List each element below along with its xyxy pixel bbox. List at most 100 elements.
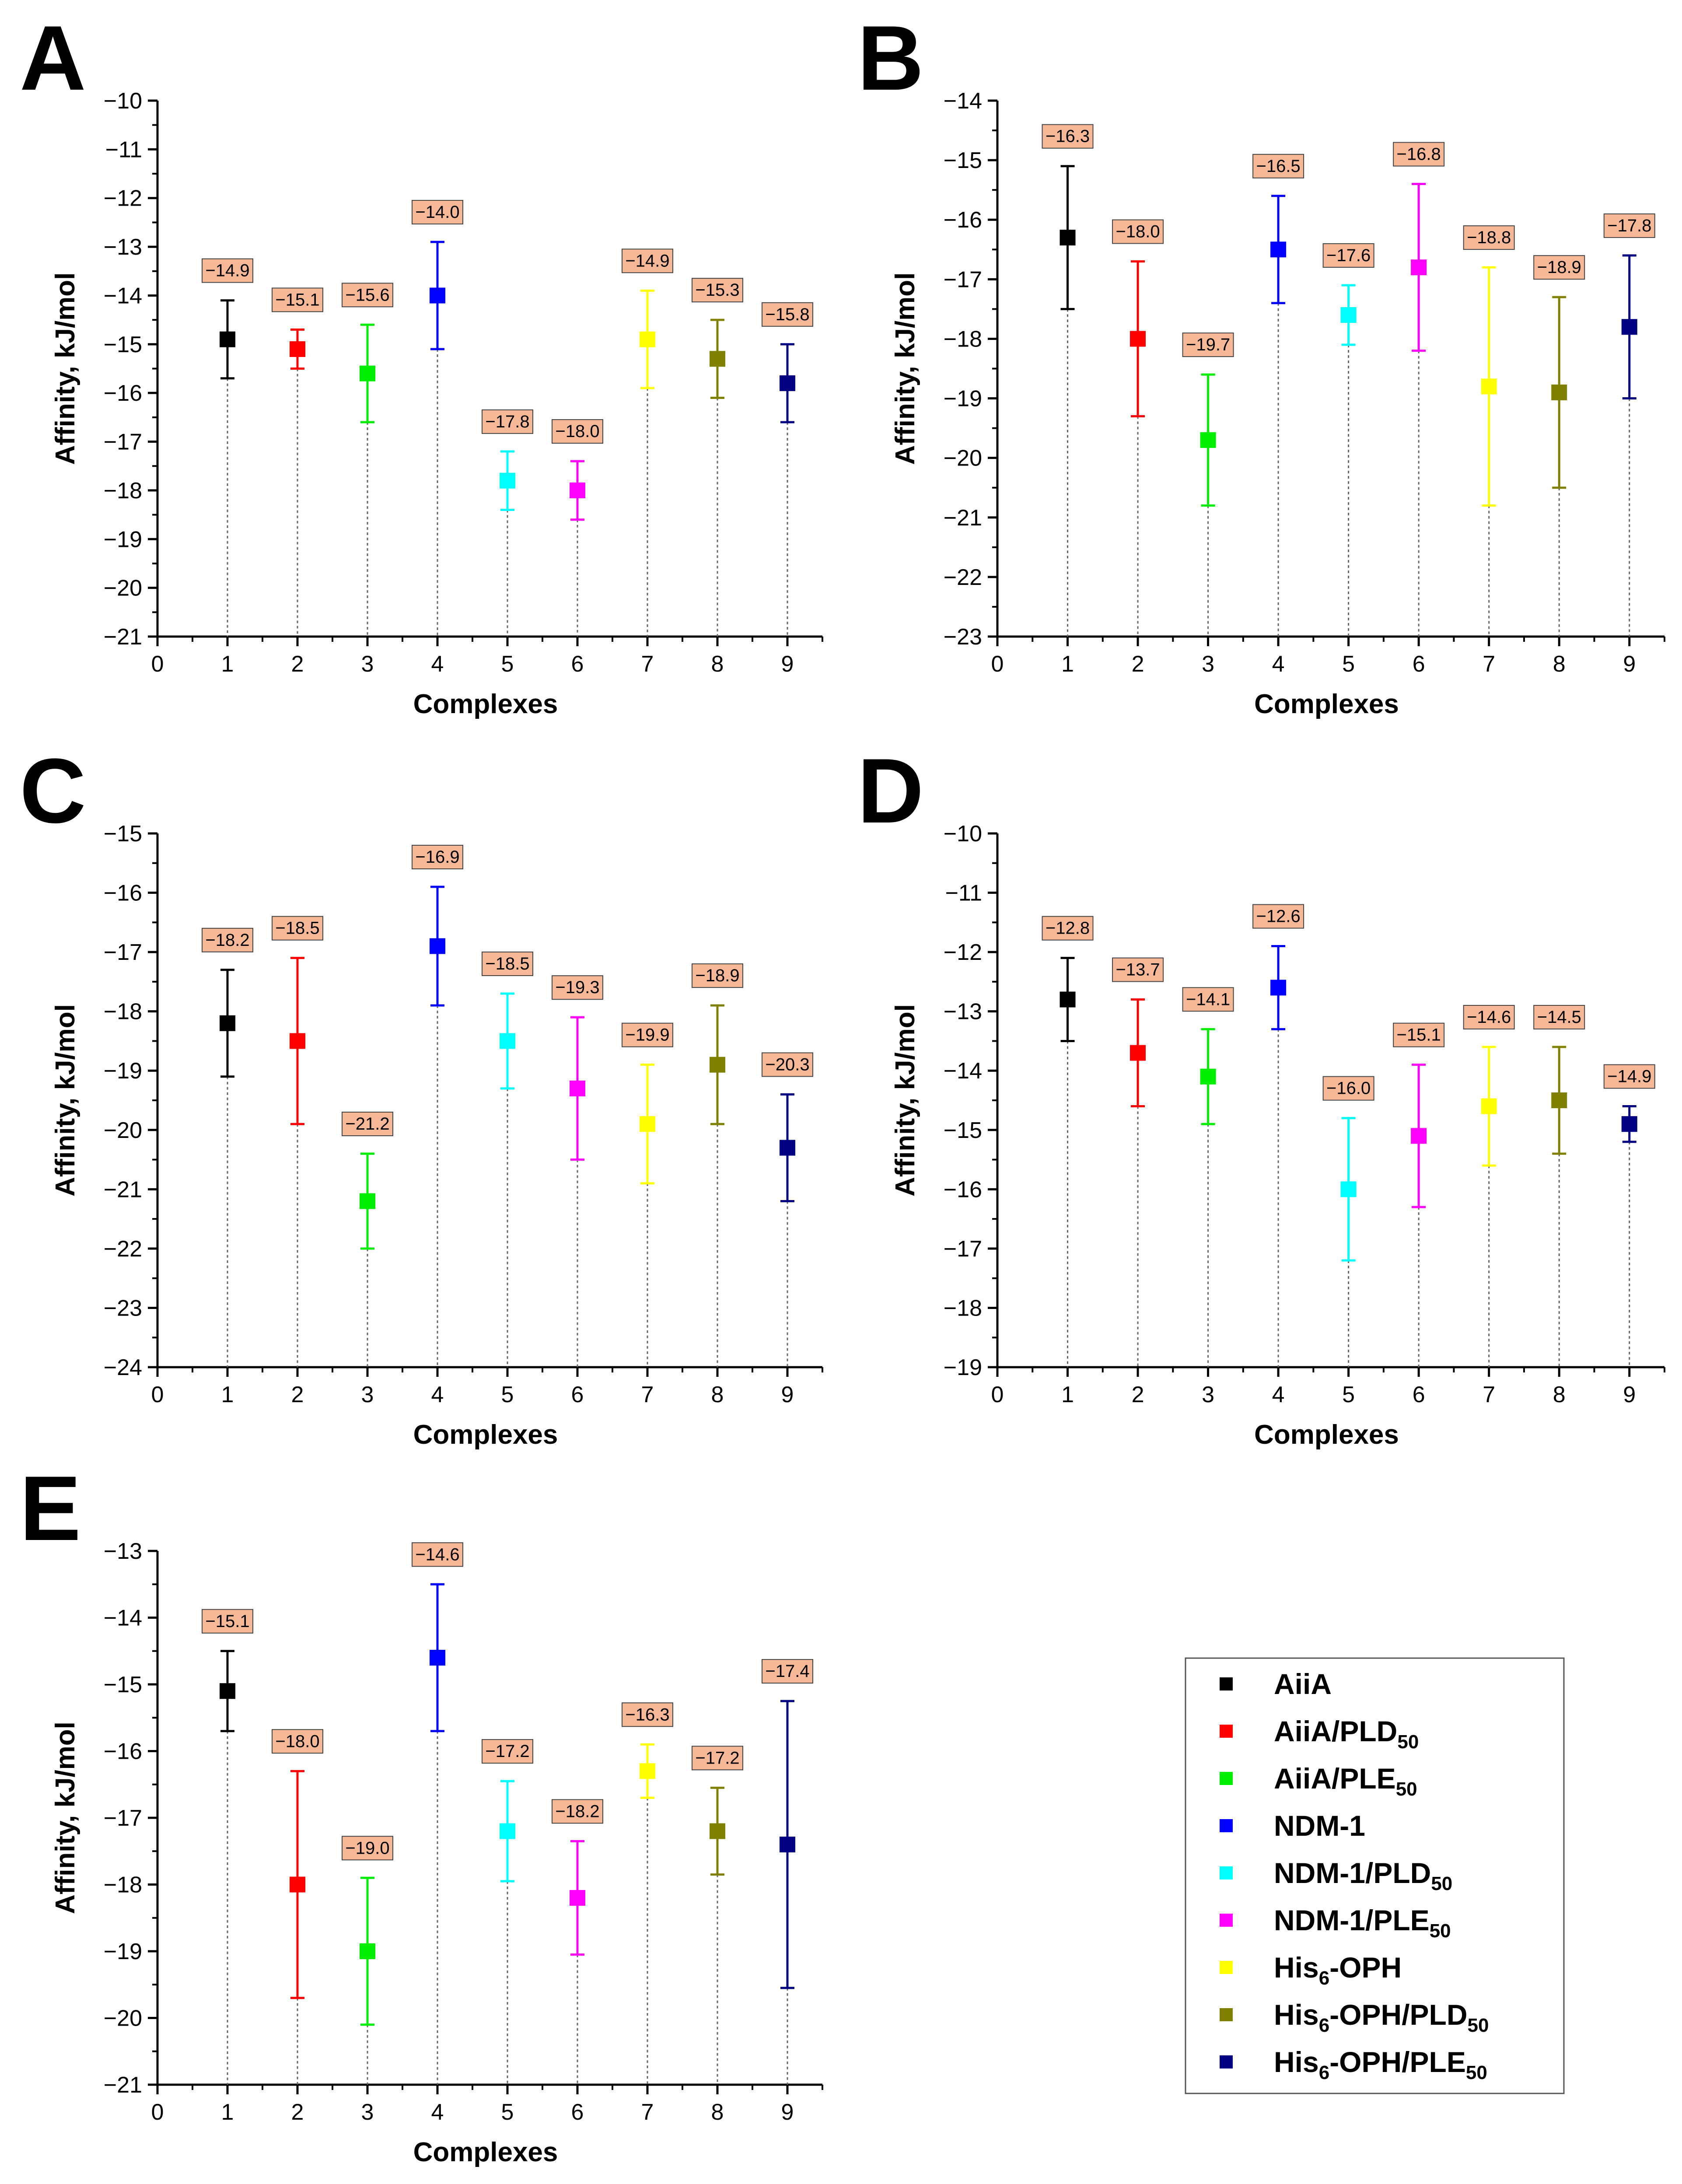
data-label-box [1182,332,1234,357]
data-point [500,1033,515,1049]
data-point [1060,991,1076,1008]
data-point [500,1823,515,1839]
y-tick-label: −23 [104,1295,142,1321]
data-point [710,1823,725,1839]
legend-item: His6-OPH [1220,1951,1402,1989]
data-label: −17.4 [765,1662,809,1681]
y-axis-title: Affinity, kJ/mol [890,1004,920,1197]
y-tick-label: −18 [104,478,142,504]
y-tick-label: −19 [944,386,982,412]
y-tick-label: −17 [104,940,142,965]
x-tick-label: 0 [151,1382,164,1407]
x-tick-label: 7 [641,651,654,677]
y-tick-label: −17 [104,1806,142,1831]
data-label-box [622,248,673,273]
x-tick-label: 3 [361,2100,374,2125]
x-tick-label: 6 [1413,1382,1425,1407]
data-label-box [342,283,393,308]
data-label-box [1393,1022,1445,1047]
data-point [1130,331,1146,347]
data-label-box [412,200,463,224]
legend-label: His6-OPH/PLD50 [1274,1998,1489,2036]
data-label-box [1252,154,1304,178]
data-label: −18.2 [555,1802,599,1821]
data-label: −17.2 [695,1748,739,1768]
y-tick-label: −13 [944,999,982,1025]
y-tick-label: −17 [104,430,142,455]
x-axis-title: Complexes [413,689,558,719]
y-axis-title: Affinity, kJ/mol [50,1004,80,1197]
legend-marker [1220,1772,1233,1785]
y-tick-label: −16 [944,207,982,233]
data-label: −15.1 [1397,1026,1441,1045]
data-label-box [1463,225,1515,250]
legend-label: His6-OPH/PLE50 [1274,2046,1487,2083]
data-point [290,341,305,357]
x-tick-label: 1 [1061,651,1074,677]
x-tick-label: 5 [1342,1382,1355,1407]
legend-marker [1220,2008,1233,2021]
data-label-box [1252,904,1304,929]
y-tick-label: −15 [944,148,982,173]
x-tick-label: 1 [221,1382,234,1407]
legend-marker [1220,1961,1233,1974]
data-point [640,331,655,347]
y-tick-label: −19 [104,1058,142,1084]
y-tick-label: −16 [104,1739,142,1764]
data-point [430,1650,445,1666]
y-tick-label: −16 [104,381,142,406]
data-label: −18.5 [485,954,529,973]
panel-letter: D [857,739,924,842]
data-label-box [412,1542,463,1567]
y-tick-label: −19 [104,1939,142,1964]
x-tick-label: 9 [781,1382,794,1407]
data-label-box [622,1022,673,1047]
data-label-box [692,963,743,988]
data-label: −14.1 [1186,990,1230,1009]
x-tick-label: 9 [781,2100,794,2125]
data-point [220,1015,235,1031]
x-tick-label: 0 [991,651,1004,677]
y-tick-label: −20 [104,576,142,601]
legend-label: AiiA/PLD50 [1274,1715,1419,1753]
y-tick-label: −13 [104,1539,142,1564]
data-label-box [272,916,323,941]
data-label-box [272,287,323,312]
data-label: −14.9 [625,251,669,270]
y-tick-label: −22 [104,1236,142,1262]
y-axis-title: Affinity, kJ/mol [890,273,920,465]
data-label-box [1463,1005,1515,1029]
data-point [220,1683,235,1699]
x-tick-label: 8 [1553,651,1566,677]
x-tick-label: 9 [781,651,794,677]
legend-item: NDM-1/PLE50 [1220,1904,1451,1942]
data-point [570,1890,585,1906]
data-point [1200,432,1216,448]
y-tick-label: −22 [944,565,982,590]
y-axis-title: Affinity, kJ/mol [50,273,80,465]
data-label-box [1393,142,1445,167]
y-tick-label: −18 [104,999,142,1025]
y-tick-label: −18 [104,1872,142,1898]
y-tick-label: −14 [104,1606,142,1631]
data-point [360,1193,375,1209]
legend: AiiA AiiA/PLD50 AiiA/PLE50 NDM-1 NDM-1/PLD50… [1185,1657,1565,2094]
legend-label: NDM-1 [1274,1810,1365,1842]
panel-letter: E [20,1457,81,1560]
data-label: −17.8 [1607,216,1651,235]
data-point [1270,980,1287,996]
data-label-box [412,845,463,869]
y-axis-title: Affinity, kJ/mol [50,1722,80,1914]
data-label: −16.3 [625,1705,669,1724]
data-label-box [1322,1076,1374,1101]
x-tick-label: 6 [571,651,584,677]
x-tick-label: 8 [1553,1382,1566,1407]
legend-marker [1220,1819,1233,1832]
data-point [360,1943,375,1959]
data-label: −16.3 [1046,127,1090,146]
data-label: −19.7 [1186,335,1230,354]
data-label-box [482,409,533,434]
y-tick-label: −24 [104,1355,142,1380]
data-point [710,351,725,367]
y-tick-label: −14 [944,88,982,114]
